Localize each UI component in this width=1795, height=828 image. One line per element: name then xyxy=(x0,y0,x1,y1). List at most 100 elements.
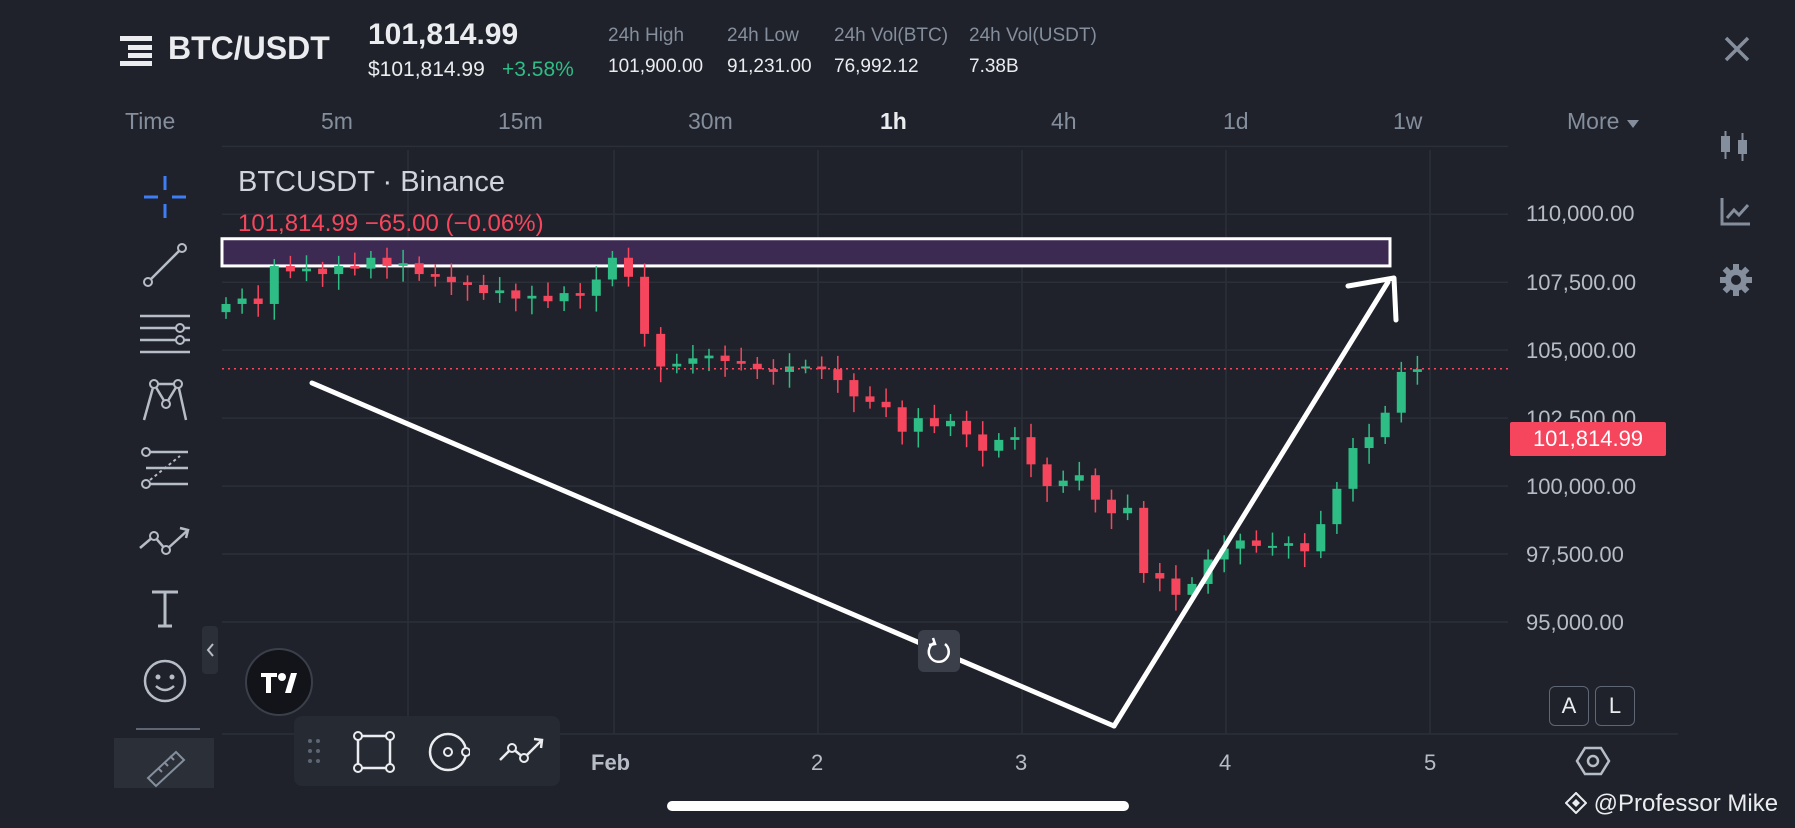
candle-body xyxy=(978,434,988,451)
pair-title[interactable]: BTC/USDT xyxy=(168,30,330,66)
candle-body xyxy=(736,361,746,364)
candle-body xyxy=(543,295,553,302)
candle-body xyxy=(1364,437,1374,449)
candle-body xyxy=(720,355,730,362)
chart-type-icon[interactable] xyxy=(1718,194,1754,230)
pattern-icon[interactable] xyxy=(136,372,194,430)
candle-body xyxy=(463,282,472,285)
candle-body xyxy=(1251,540,1261,546)
candle-body xyxy=(1316,524,1326,552)
reset-chart-button[interactable] xyxy=(918,630,960,672)
tab-15m[interactable]: 15m xyxy=(498,108,543,134)
drag-handle-icon[interactable] xyxy=(306,738,322,764)
binance-logo-icon xyxy=(1564,791,1588,815)
crosshair-icon[interactable] xyxy=(136,168,194,226)
path-tool-icon[interactable] xyxy=(496,730,548,774)
tradingview-logo xyxy=(245,648,313,716)
candle-body xyxy=(269,265,279,304)
stat-value-vol-btc: 76,992.12 xyxy=(834,56,919,77)
chart-symbol-title: BTCUSDT · Binance xyxy=(238,166,505,198)
candle-body xyxy=(398,263,408,266)
candle-body xyxy=(1268,545,1277,548)
candle-body xyxy=(1219,548,1229,560)
candle-body xyxy=(1090,475,1100,500)
candle-body xyxy=(382,257,392,266)
more-dropdown[interactable]: More xyxy=(1567,108,1640,135)
current-price-tag: 101,814.99 xyxy=(1510,422,1666,456)
ruler-tool[interactable] xyxy=(114,738,214,788)
candle-body xyxy=(688,358,698,364)
horizontal-lines-icon[interactable] xyxy=(136,304,194,362)
tab-30m[interactable]: 30m xyxy=(688,108,733,134)
candle-body xyxy=(575,293,585,296)
trend-line-icon[interactable] xyxy=(136,236,194,294)
log-scale-button[interactable]: L xyxy=(1595,686,1635,726)
candle-body xyxy=(334,265,344,275)
drawn-trendline xyxy=(309,380,1117,729)
tab-1h[interactable]: 1h xyxy=(880,108,907,134)
circle-tool-icon[interactable] xyxy=(426,730,470,774)
candle-body xyxy=(768,369,778,372)
stat-value-high: 101,900.00 xyxy=(608,56,704,77)
rectangle-tool-icon[interactable] xyxy=(352,730,396,774)
candle-body xyxy=(479,284,489,294)
settings-gear-icon[interactable] xyxy=(1718,262,1754,298)
drawn-arrow-head xyxy=(1345,275,1399,323)
attribution-text: @Professor Mike xyxy=(1593,790,1779,817)
stat-value-low: 91,231.00 xyxy=(727,56,812,77)
fib-retracement-icon[interactable] xyxy=(136,440,194,498)
candle-body xyxy=(946,420,955,427)
candle-body xyxy=(237,298,247,304)
candle-body xyxy=(1042,464,1052,487)
candle-body xyxy=(366,257,376,269)
drawing-quick-toolbar xyxy=(294,716,560,786)
candle-body xyxy=(640,276,650,334)
polyline-icon[interactable] xyxy=(136,508,194,566)
candle-body xyxy=(302,268,311,272)
candle-body xyxy=(1026,437,1036,465)
stat-label-vol-usdt: 24h Vol(USDT) xyxy=(969,25,1097,46)
candle-body xyxy=(672,363,682,367)
date-tick: 3 xyxy=(1015,750,1028,775)
candle-body xyxy=(1284,543,1294,546)
emoji-icon[interactable] xyxy=(136,652,194,710)
chart-settings-hex-icon[interactable] xyxy=(1575,745,1611,777)
candle-body xyxy=(1235,540,1245,549)
close-icon[interactable] xyxy=(1722,34,1752,64)
auto-scale-button[interactable]: A xyxy=(1549,686,1589,726)
candle-body xyxy=(929,418,939,427)
candle-body xyxy=(446,276,456,283)
tab-4h[interactable]: 4h xyxy=(1051,108,1077,134)
candle-body xyxy=(1332,488,1342,525)
stat-value-vol-usdt: 7.38B xyxy=(969,56,1019,77)
indicators-icon[interactable] xyxy=(1718,128,1754,164)
home-indicator xyxy=(667,801,1129,811)
price-tick: 105,000.00 xyxy=(1526,338,1637,363)
collapse-toolbar-button[interactable] xyxy=(202,626,218,674)
candle-body xyxy=(656,333,666,367)
resistance-zone xyxy=(220,237,1392,268)
tab-5m[interactable]: 5m xyxy=(321,108,353,134)
text-tool-icon[interactable] xyxy=(136,578,194,636)
tab-1w[interactable]: 1w xyxy=(1393,108,1423,134)
tab-1d[interactable]: 1d xyxy=(1223,108,1249,134)
date-tick: 4 xyxy=(1219,750,1232,775)
price-tick: 95,000.00 xyxy=(1526,610,1624,635)
date-tick: 2 xyxy=(811,750,824,775)
candle-body xyxy=(607,257,617,280)
candle-body xyxy=(1171,578,1181,595)
drawn-arrow-line xyxy=(1111,279,1391,729)
candle-body xyxy=(1380,412,1390,438)
candle-body xyxy=(414,263,424,275)
candle-body xyxy=(801,366,811,369)
candle-body xyxy=(1348,448,1358,489)
candle-body xyxy=(881,401,891,408)
menu-icon[interactable] xyxy=(120,36,152,66)
candle-body xyxy=(430,274,440,277)
attribution-watermark: @Professor Mike xyxy=(1564,790,1779,818)
candle-body xyxy=(1396,371,1406,413)
ohlc-summary: 101,814.99 −65.00 (−0.06%) xyxy=(238,210,544,237)
candle-body xyxy=(1412,369,1422,372)
candle-body xyxy=(1300,543,1310,552)
